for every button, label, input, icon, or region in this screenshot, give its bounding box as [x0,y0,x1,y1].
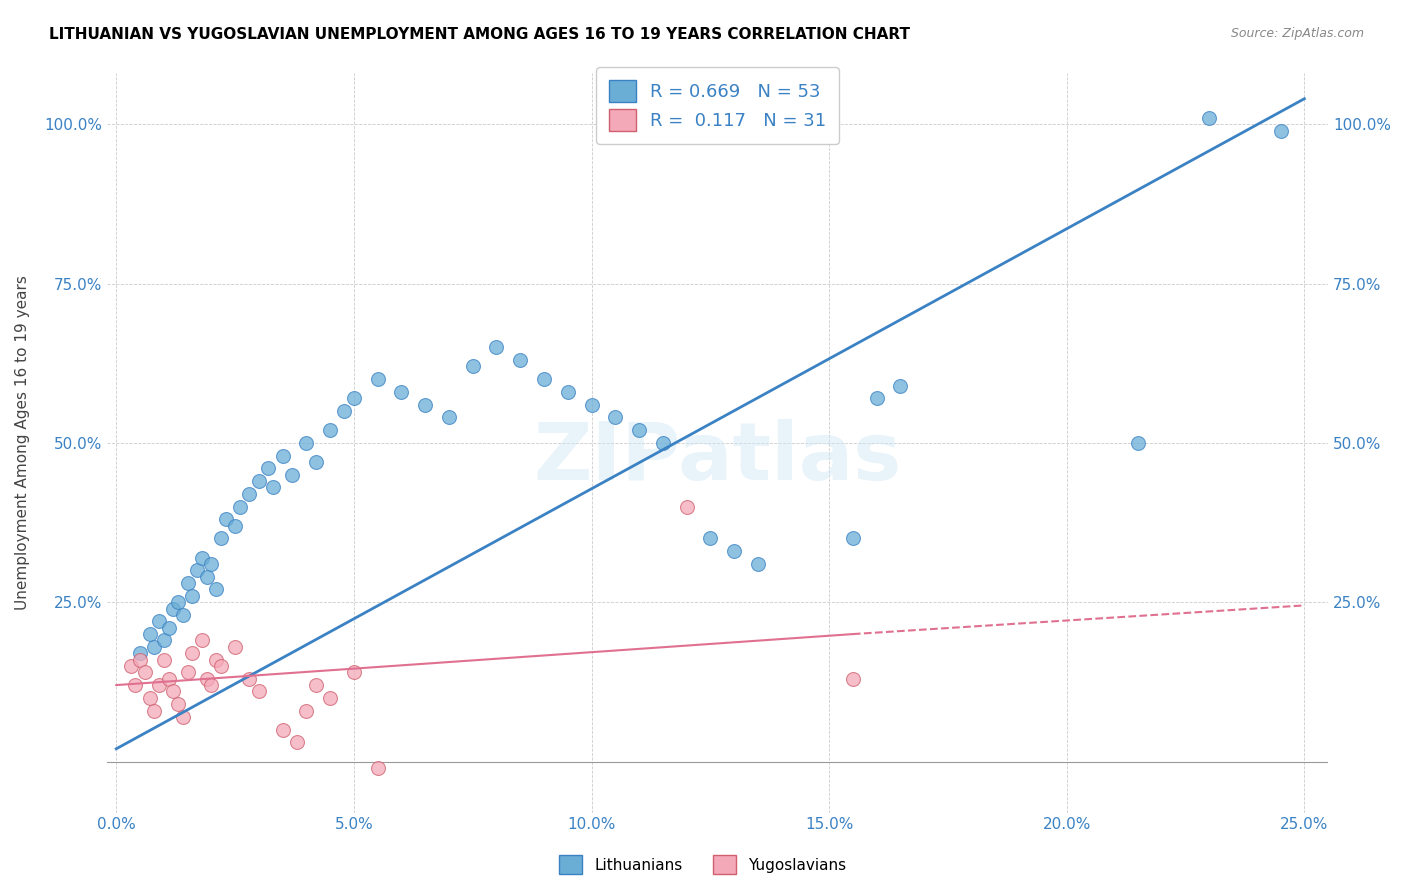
Point [214,512,236,526]
Point [247,474,270,488]
Point [319,690,342,705]
Point [191,633,214,648]
Point [172,710,194,724]
Point [138,690,160,705]
Point [162,684,184,698]
Point [148,615,170,629]
Point [581,398,603,412]
Point [262,481,284,495]
Point [842,532,865,546]
Point [157,621,180,635]
Point [152,652,174,666]
Point [343,665,366,680]
Point [238,487,260,501]
Point [181,589,204,603]
Legend: Lithuanians, Yugoslavians: Lithuanians, Yugoslavians [554,849,852,880]
Point [167,595,190,609]
Point [191,550,214,565]
Point [143,640,166,654]
Point [209,659,232,673]
Point [557,384,579,399]
Text: Source: ZipAtlas.com: Source: ZipAtlas.com [1230,27,1364,40]
Point [628,423,651,437]
Legend: R = 0.669   N = 53, R =  0.117   N = 31: R = 0.669 N = 53, R = 0.117 N = 31 [596,68,839,144]
Point [605,410,627,425]
Point [842,672,865,686]
Point [389,384,412,399]
Text: ZIPatlas: ZIPatlas [533,418,901,497]
Point [651,436,673,450]
Point [152,633,174,648]
Point [195,672,218,686]
Point [437,410,460,425]
Point [224,518,246,533]
Point [200,557,222,571]
Point [257,461,280,475]
Point [343,391,366,405]
Point [699,532,721,546]
Point [413,398,436,412]
Point [172,607,194,622]
Point [509,353,531,368]
Point [205,652,228,666]
Text: LITHUANIAN VS YUGOSLAVIAN UNEMPLOYMENT AMONG AGES 16 TO 19 YEARS CORRELATION CHA: LITHUANIAN VS YUGOSLAVIAN UNEMPLOYMENT A… [49,27,910,42]
Point [229,500,252,514]
Point [224,640,246,654]
Point [157,672,180,686]
Point [295,704,318,718]
Point [295,436,318,450]
Point [285,735,308,749]
Point [485,340,508,354]
Point [333,404,356,418]
Point [129,646,152,660]
Point [1126,436,1149,450]
Point [205,582,228,597]
Point [747,557,769,571]
Point [1198,111,1220,125]
Point [124,678,146,692]
Point [367,761,389,775]
Point [143,704,166,718]
Point [281,467,304,482]
Point [271,449,294,463]
Point [305,678,328,692]
Point [247,684,270,698]
Point [176,665,198,680]
Point [138,627,160,641]
Point [723,544,745,558]
Point [134,665,156,680]
Point [533,372,555,386]
Point [238,672,260,686]
Point [129,652,152,666]
Point [271,723,294,737]
Point [120,659,142,673]
Point [675,500,697,514]
Point [162,601,184,615]
Point [319,423,342,437]
Point [889,378,911,392]
Point [195,570,218,584]
Point [176,576,198,591]
Point [1270,123,1292,137]
Point [461,359,484,374]
Point [148,678,170,692]
Y-axis label: Unemployment Among Ages 16 to 19 years: Unemployment Among Ages 16 to 19 years [15,276,30,610]
Point [200,678,222,692]
Point [209,532,232,546]
Point [186,563,208,577]
Point [181,646,204,660]
Point [167,697,190,711]
Point [305,455,328,469]
Point [367,372,389,386]
Point [866,391,889,405]
